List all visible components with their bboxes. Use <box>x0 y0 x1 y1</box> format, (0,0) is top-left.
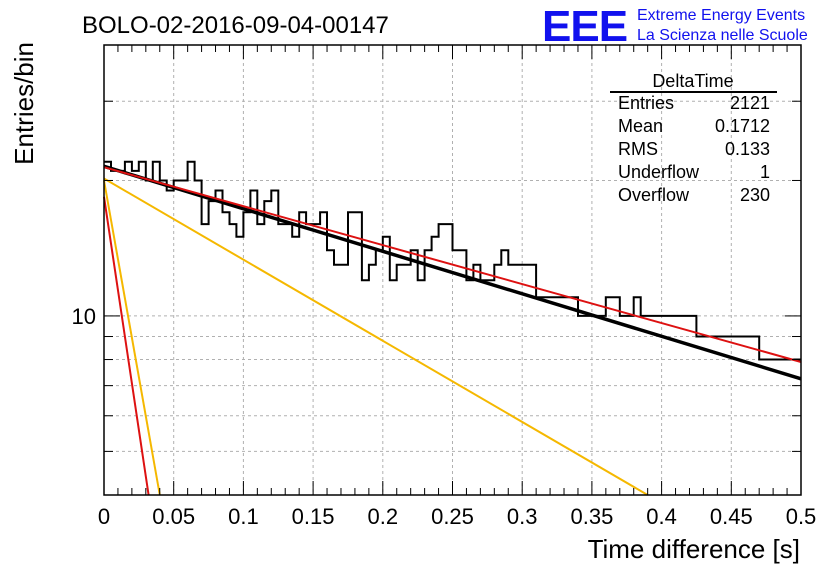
chart-title: BOLO-02-2016-09-04-00147 <box>82 12 389 39</box>
stats-label: Overflow <box>618 185 690 205</box>
y-tick-label: 10 <box>72 304 96 329</box>
x-tick-label: 0.15 <box>292 504 335 529</box>
logo-line-2: La Scienza nelle Scuole <box>637 27 808 44</box>
stats-value: 0.133 <box>725 139 770 159</box>
stats-label: Underflow <box>618 162 700 182</box>
x-tick-label: 0.2 <box>368 504 399 529</box>
plot-frame <box>103 44 802 496</box>
component-line <box>103 180 161 496</box>
chart-marks <box>103 160 802 496</box>
stats-label: RMS <box>618 139 658 159</box>
x-tick-label: 0.1 <box>228 504 259 529</box>
histogram-outline <box>104 160 801 361</box>
x-tick-label: 0.45 <box>710 504 753 529</box>
stats-row: Underflow 1 <box>618 162 770 182</box>
grid-lines <box>104 45 801 495</box>
component-line <box>103 196 150 496</box>
stats-title: DeltaTime <box>652 71 733 91</box>
eee-logo: EEE Extreme Energy Events La Scienza nel… <box>542 2 808 51</box>
stats-box: DeltaTime Entries 2121 Mean 0.1712 RMS 0… <box>610 71 777 205</box>
stats-row: Overflow 230 <box>618 185 770 205</box>
stats-value: 230 <box>740 185 770 205</box>
x-tick-label: 0.25 <box>431 504 474 529</box>
stats-value: 0.1712 <box>715 116 770 136</box>
x-tick-label: 0.3 <box>507 504 538 529</box>
fit-line <box>103 164 802 381</box>
x-axis-label: Time difference [s] <box>588 534 800 564</box>
stats-value: 1 <box>760 162 770 182</box>
x-tick-label: 0.05 <box>152 504 195 529</box>
x-tick-label: 0.4 <box>646 504 677 529</box>
x-tick-label: 0.5 <box>786 504 817 529</box>
fit-line <box>103 166 802 363</box>
stats-row: Mean 0.1712 <box>618 116 770 136</box>
stats-value: 2121 <box>730 93 770 113</box>
x-tick-label: 0.35 <box>570 504 613 529</box>
x-tick-label: 0 <box>98 504 110 529</box>
component-line <box>103 177 649 496</box>
axes: 0 0.05 0.1 0.15 0.2 0.25 0.3 0.35 0.4 0.45 0.5 10 <box>72 44 817 529</box>
stats-label: Entries <box>618 93 674 113</box>
logo-mark: EEE <box>542 2 627 51</box>
stats-row: Entries 2121 <box>618 93 770 113</box>
y-axis-label: Entries/bin <box>9 42 39 165</box>
stats-row: RMS 0.133 <box>618 139 770 159</box>
logo-line-1: Extreme Energy Events <box>637 7 805 24</box>
stats-label: Mean <box>618 116 663 136</box>
